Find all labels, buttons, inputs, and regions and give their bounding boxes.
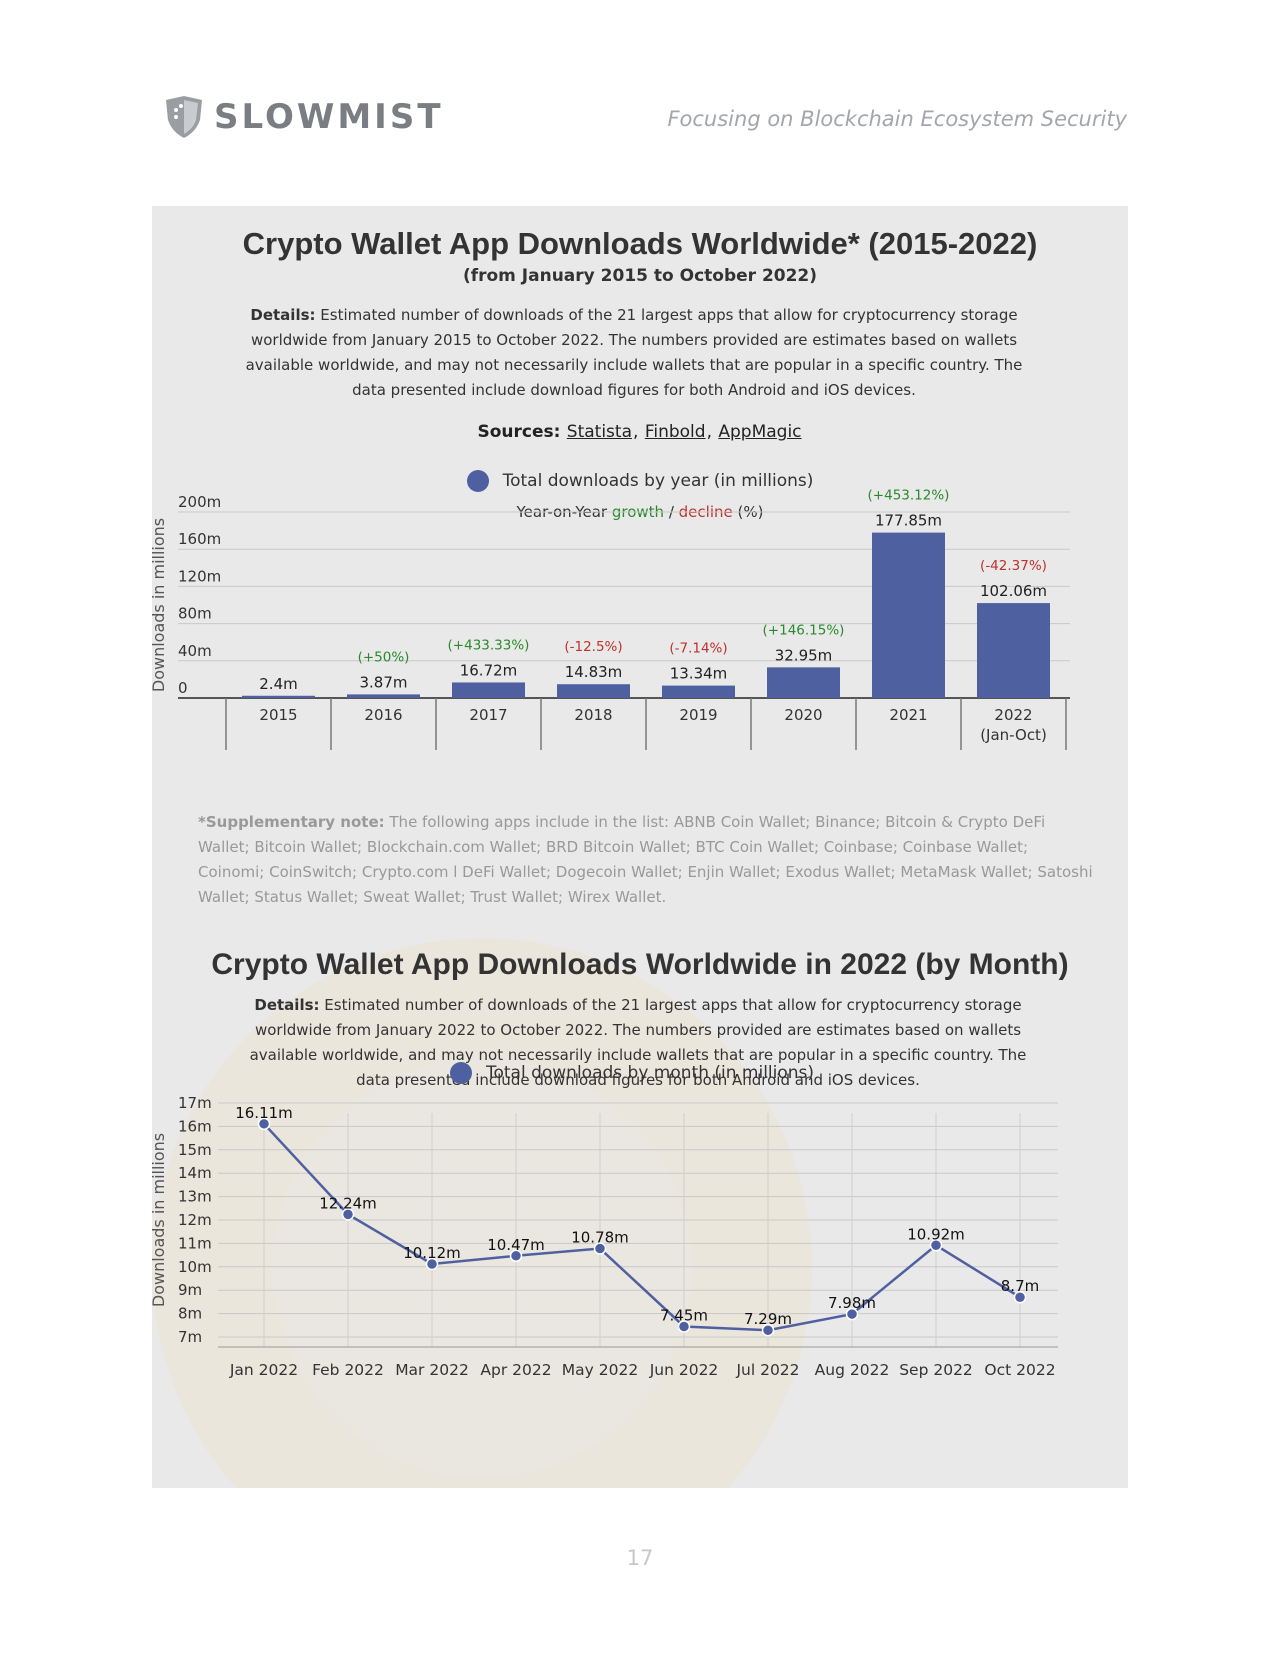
chart1-subtitle: (from January 2015 to October 2022) <box>462 266 818 286</box>
infographic-panel: Crypto Wallet App Downloads Worldwide* (… <box>152 206 1128 1488</box>
source-link[interactable]: Finbold <box>644 422 706 442</box>
yoy-prefix: Year-on-Year <box>516 503 612 521</box>
yoy-suffix: (%) <box>732 503 764 521</box>
legend-label: Total downloads by month (in millions) <box>485 1063 815 1083</box>
yoy-decline: decline <box>678 503 733 521</box>
page-number: 17 <box>626 1546 654 1570</box>
logo-text: SLOWMIST <box>214 97 444 137</box>
details-text: Estimated number of downloads of the 21 … <box>249 996 1027 1089</box>
details-label: Details: <box>254 996 320 1014</box>
header-tagline: Focusing on Blockchain Ecosystem Securit… <box>667 107 1127 131</box>
supplementary-note: *Supplementary note: The following apps … <box>198 810 1098 910</box>
sources-label: Sources: <box>477 422 561 442</box>
chart1-title: Crypto Wallet App Downloads Worldwide* (… <box>242 226 1038 261</box>
chart2-title: Crypto Wallet App Downloads Worldwide in… <box>211 948 1069 981</box>
details-text: Estimated number of downloads of the 21 … <box>245 306 1023 399</box>
chart1-details: Details: Estimated number of downloads o… <box>234 303 1034 403</box>
legend-label: Total downloads by year (in millions) <box>502 471 814 491</box>
source-link[interactable]: AppMagic <box>718 422 802 442</box>
shield-icon <box>166 96 202 138</box>
slowmist-logo: SLOWMIST <box>162 96 444 138</box>
yoy-growth: growth <box>611 503 665 521</box>
sources-line: Sources: Statista, Finbold, AppMagic <box>477 422 802 442</box>
chart2-details: Details: Estimated number of downloads o… <box>238 993 1038 1093</box>
legend-dot-icon <box>466 470 489 492</box>
details-label: Details: <box>250 306 316 324</box>
note-label: *Supplementary note: <box>198 813 385 831</box>
chart1-legend: Total downloads by year (in millions) <box>152 470 1128 492</box>
yoy-legend: Year-on-Year growth / decline (%) <box>152 503 1128 521</box>
note-text: The following apps include in the list: … <box>198 813 1093 906</box>
source-link[interactable]: Statista <box>566 422 632 442</box>
chart2-legend: Total downloads by month (in millions) <box>152 1062 1120 1084</box>
legend-dot-icon <box>449 1062 472 1084</box>
page-header: SLOWMIST Focusing on Blockchain Ecosyste… <box>0 0 1280 200</box>
yoy-sep: / <box>664 503 679 521</box>
